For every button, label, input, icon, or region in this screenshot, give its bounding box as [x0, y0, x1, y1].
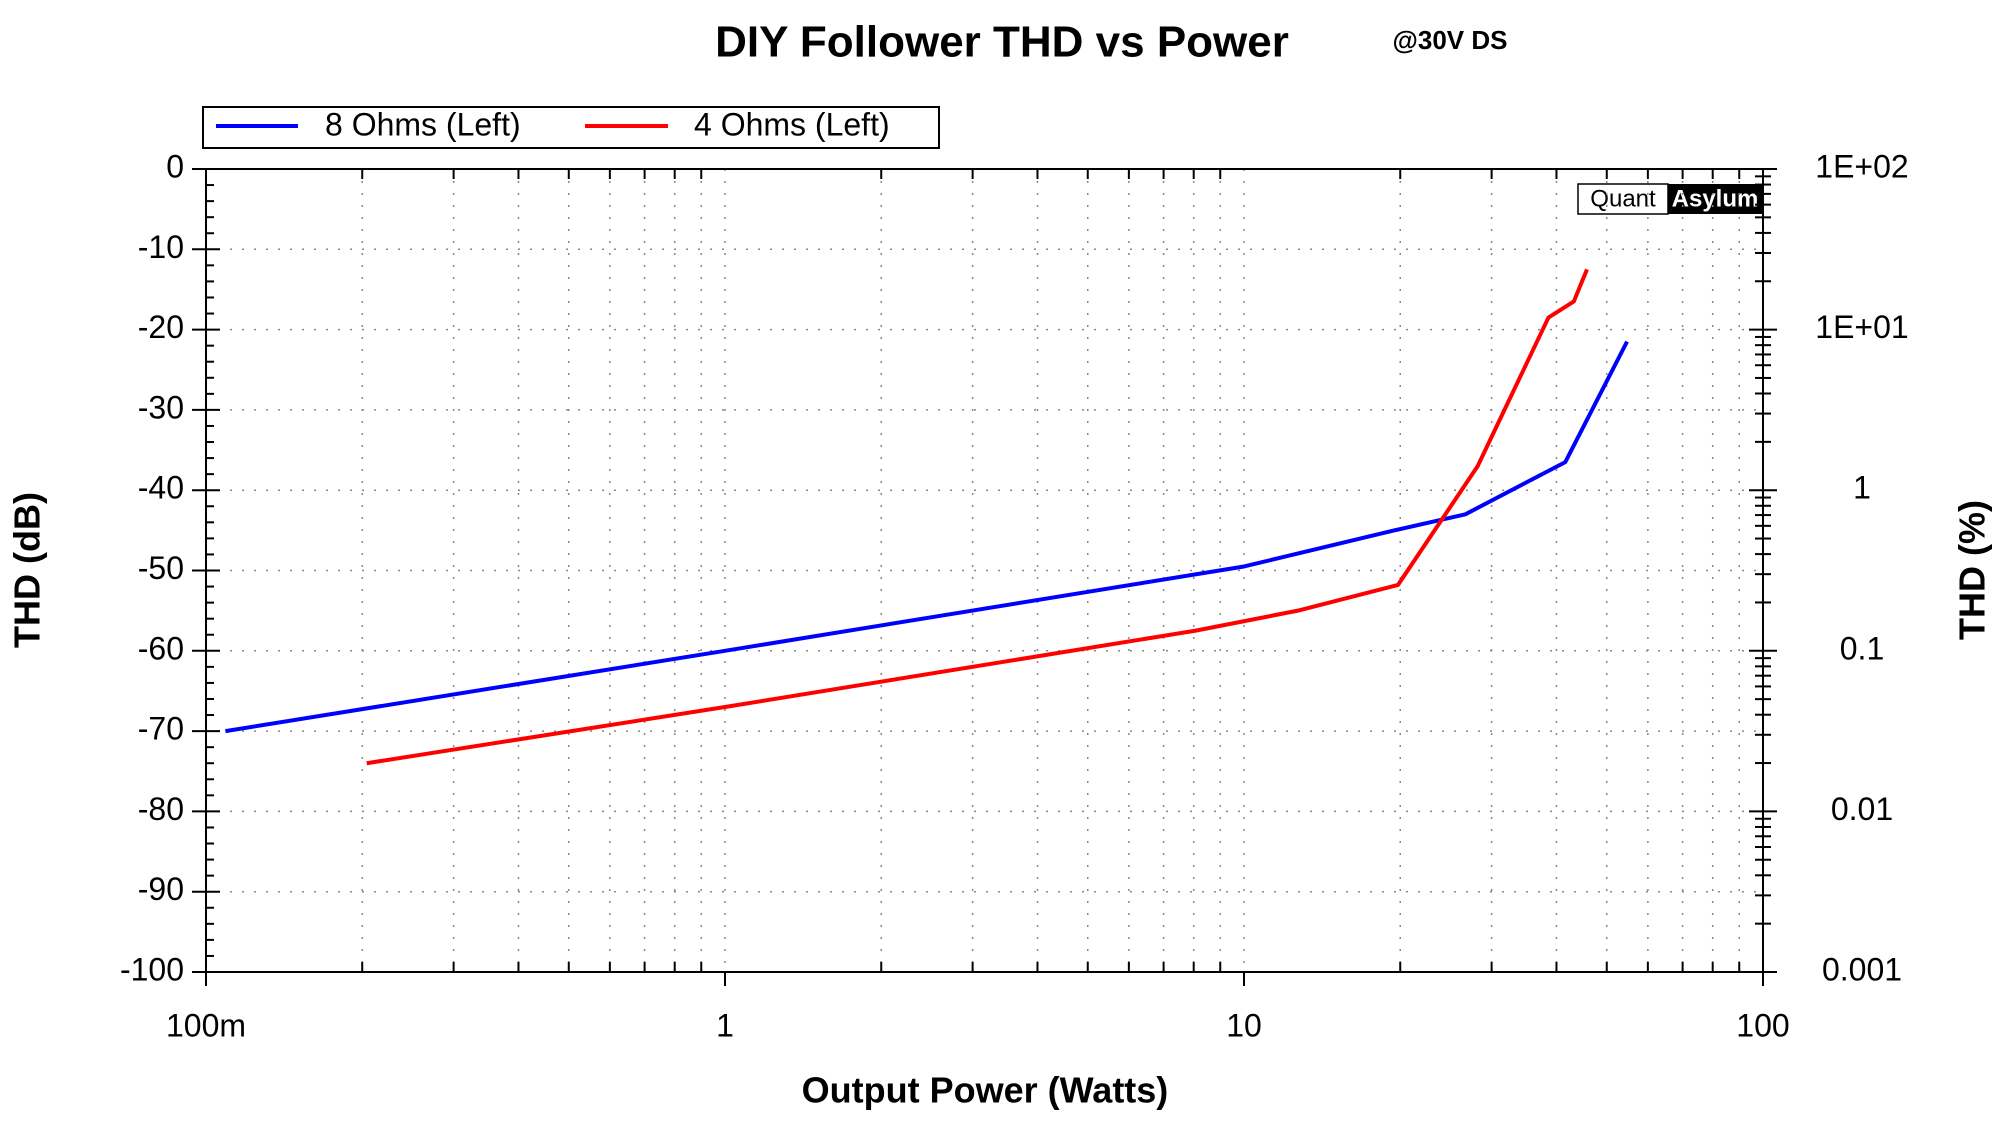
x-tick-label: 100m: [166, 1007, 246, 1043]
y-tick-label: -100: [120, 951, 184, 987]
y-tick-label: -60: [138, 630, 184, 666]
x-axis-label: Output Power (Watts): [802, 1070, 1169, 1111]
x-tick-label: 10: [1226, 1007, 1262, 1043]
legend-box: [202, 106, 940, 149]
watermark: Asylum: [1672, 185, 1759, 212]
y-tick-label: -90: [138, 871, 184, 907]
y2-tick-label: 0.01: [1831, 791, 1893, 827]
plot-frame: [205, 168, 1764, 973]
y-tick-label: -70: [138, 711, 184, 747]
series-line: [366, 268, 1589, 766]
y-axis-label: THD (dB): [7, 492, 48, 648]
y2-axis-label: THD (%): [1952, 500, 1993, 640]
y-tick-label: -10: [138, 229, 184, 265]
x-tick-label: 100: [1736, 1007, 1789, 1043]
x-tick-label: 1: [716, 1007, 734, 1043]
y2-tick-label: 1E+02: [1815, 148, 1908, 184]
legend-label: 8 Ohms (Left): [325, 106, 521, 142]
y-tick-label: -30: [138, 389, 184, 425]
y-tick-label: -40: [138, 470, 184, 506]
y2-tick-label: 0.001: [1822, 951, 1902, 987]
watermark: Quant: [1590, 185, 1656, 212]
y2-tick-label: 1: [1853, 470, 1871, 506]
watermark-box: [1668, 184, 1762, 214]
series-line: [225, 340, 1629, 734]
chart-subtitle: @30V DS: [1393, 25, 1508, 55]
y2-tick-label: 1E+01: [1815, 309, 1908, 345]
y-tick-label: 0: [166, 148, 184, 184]
y-tick-label: -50: [138, 550, 184, 586]
y-tick-label: -80: [138, 791, 184, 827]
y2-tick-label: 0.1: [1840, 630, 1884, 666]
y-tick-label: -20: [138, 309, 184, 345]
watermark-box: [1577, 183, 1669, 215]
legend-label: 4 Ohms (Left): [694, 106, 890, 142]
chart-title: DIY Follower THD vs Power: [715, 18, 1289, 67]
